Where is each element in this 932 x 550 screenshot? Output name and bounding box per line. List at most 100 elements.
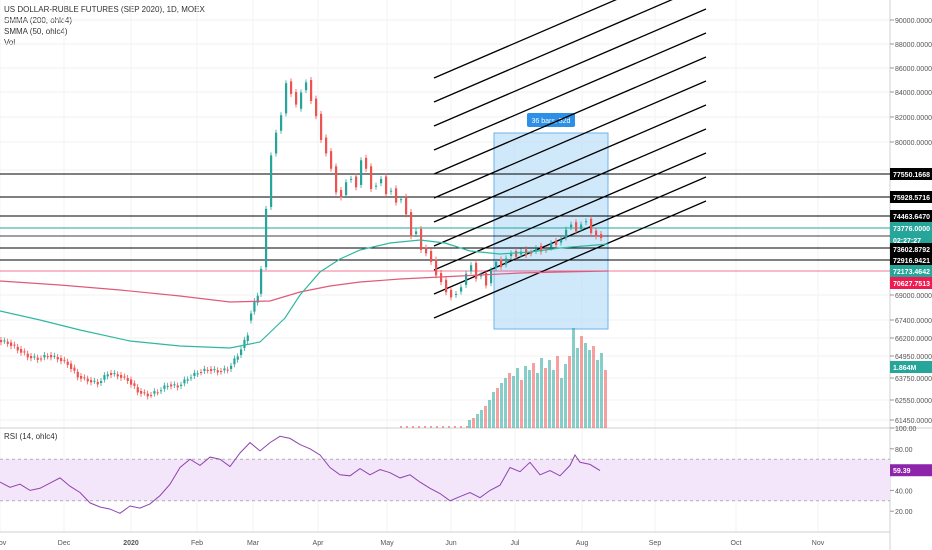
- candle-body: [300, 92, 303, 109]
- candle-body: [156, 392, 159, 394]
- candle-body: [183, 379, 186, 384]
- candle-body: [150, 395, 153, 396]
- rsi-axis-label: 80.00: [895, 447, 913, 454]
- volume-bar: [500, 383, 503, 428]
- price-axis-label: 88000.0000: [895, 42, 932, 49]
- candle-body: [380, 178, 383, 184]
- candle-body: [163, 385, 166, 389]
- volume-bar: [496, 388, 499, 428]
- rsi-legend[interactable]: RSI (14, ohlc4): [4, 432, 58, 441]
- candle-body: [10, 342, 13, 347]
- candle-body: [290, 81, 293, 94]
- candle-body: [595, 230, 598, 237]
- candle-body: [515, 250, 518, 257]
- time-axis-label: Oct: [731, 540, 742, 547]
- candle-body: [160, 390, 163, 392]
- candle-body: [590, 218, 593, 234]
- candle-body: [213, 369, 216, 371]
- volume-bar: [528, 370, 531, 428]
- candle-body: [505, 258, 508, 265]
- volume-bar: [560, 378, 563, 428]
- price-tag-75928: 75928.5716: [893, 195, 930, 202]
- legend-volume[interactable]: Vol: [4, 38, 16, 47]
- candle-body: [153, 391, 156, 394]
- candle-body: [216, 370, 219, 373]
- candle-body: [240, 349, 243, 355]
- candle-body: [256, 295, 259, 303]
- volume-bar: [492, 392, 495, 428]
- volume-bar: [568, 356, 571, 428]
- candle-body: [170, 384, 173, 387]
- price-tag-74463: 74463.6470: [893, 214, 930, 221]
- candle-body: [166, 385, 169, 387]
- volume-bar: [418, 426, 420, 428]
- candle-body: [56, 357, 59, 360]
- volume-bar: [592, 346, 595, 428]
- candle-body: [415, 231, 418, 235]
- candle-body: [33, 356, 36, 358]
- candle-body: [440, 272, 443, 283]
- candle-body: [330, 151, 333, 169]
- candle-body: [40, 358, 43, 360]
- rsi-last-tag: 59.39: [893, 468, 911, 475]
- candle-body: [233, 358, 236, 365]
- volume-bar: [448, 426, 450, 428]
- candle-body: [83, 377, 86, 379]
- smma200-line: [0, 270, 609, 303]
- price-tag-72916: 72916.9421: [893, 258, 930, 265]
- time-axis-label: Aug: [576, 540, 589, 547]
- candle-body: [495, 261, 498, 268]
- volume-bar: [524, 366, 527, 428]
- candle-body: [470, 265, 473, 272]
- volume-bar: [400, 426, 402, 428]
- candle-body: [243, 339, 246, 348]
- candle-body: [395, 188, 398, 203]
- legend-smma50[interactable]: SMMA (50, ohlc4): [4, 27, 68, 36]
- price-axis-label: 64950.0000: [895, 354, 932, 361]
- candle-body: [70, 363, 73, 370]
- candle-body: [130, 379, 133, 385]
- candle-body: [550, 243, 553, 248]
- candle-body: [123, 376, 126, 378]
- candle-body: [36, 357, 39, 360]
- candle-body: [385, 176, 388, 195]
- channel-line: [433, 80, 707, 199]
- candle-body: [186, 379, 189, 381]
- volume-bar: [552, 370, 555, 428]
- candle-body: [335, 166, 338, 193]
- candle-body: [73, 367, 76, 371]
- candle-body: [345, 182, 348, 196]
- candle-body: [26, 353, 29, 358]
- candle-body: [490, 270, 493, 284]
- volume-bar: [472, 418, 475, 428]
- channel-line: [433, 0, 673, 103]
- candle-body: [310, 80, 313, 101]
- time-axis-label: 2020: [123, 540, 139, 547]
- candle-body: [200, 372, 203, 373]
- candle-body: [16, 346, 19, 351]
- candle-body: [210, 369, 213, 372]
- candle-body: [375, 185, 378, 187]
- channel-line: [433, 200, 707, 319]
- rsi-axis-label: 40.00: [895, 488, 913, 495]
- candle-body: [6, 341, 9, 344]
- candle-body: [146, 393, 149, 397]
- time-axis-label: Sep: [649, 540, 662, 547]
- rsi-band: [0, 459, 890, 501]
- candle-body: [435, 259, 438, 276]
- candle-body: [143, 392, 146, 394]
- price-axis-label: 67400.0000: [895, 318, 932, 325]
- candle-body: [190, 377, 193, 379]
- candle-body: [600, 234, 603, 239]
- candle-body: [253, 301, 256, 312]
- price-tag-75928-bg: [890, 191, 932, 203]
- price-axis-label: 62550.0000: [895, 398, 932, 405]
- candle-body: [270, 155, 273, 207]
- candle-body: [176, 385, 179, 388]
- candle-body: [370, 166, 373, 190]
- volume-bar: [604, 370, 607, 428]
- candle-body: [405, 196, 408, 215]
- price-tag-72916-bg: [890, 254, 932, 266]
- volume-bar: [584, 343, 587, 428]
